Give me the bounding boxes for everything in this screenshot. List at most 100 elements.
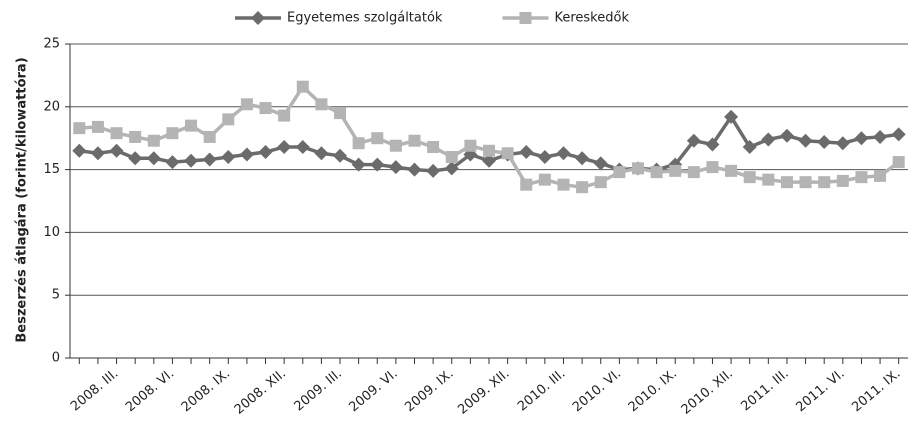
data-point	[203, 130, 216, 143]
data-point	[520, 178, 533, 191]
x-tick-label: 2008. IX.	[179, 366, 233, 415]
data-point	[351, 157, 366, 172]
data-point	[873, 129, 888, 144]
data-point	[259, 102, 272, 115]
data-point	[892, 156, 905, 169]
data-point	[631, 162, 644, 175]
data-point	[835, 136, 850, 151]
legend-label: Egyetemes szolgáltatók	[287, 11, 443, 26]
data-point	[407, 162, 422, 177]
x-tick-label: 2010. VI.	[570, 366, 624, 415]
data-point	[221, 150, 236, 165]
x-tick-label: 2009. IX.	[402, 366, 456, 415]
data-point	[185, 119, 198, 132]
data-point	[444, 161, 459, 176]
data-point	[594, 176, 607, 189]
data-point	[278, 109, 291, 122]
data-point	[146, 151, 161, 166]
data-point	[277, 139, 292, 154]
data-point	[482, 153, 496, 168]
data-point	[501, 147, 514, 160]
data-point	[762, 173, 775, 186]
x-tick-label: 2009. III.	[292, 366, 345, 414]
data-point	[464, 139, 477, 152]
data-point	[91, 120, 104, 133]
data-point	[483, 144, 495, 157]
data-point	[371, 132, 384, 145]
data-point	[650, 166, 663, 179]
x-tick-label: 2008. III.	[68, 366, 121, 414]
x-tick-label: 2009. VI.	[346, 366, 400, 415]
data-point	[761, 132, 776, 147]
x-tick-label: 2010. IX.	[626, 366, 680, 415]
y-tick-label: 25	[43, 37, 60, 52]
x-tick-label: 2008. VI.	[123, 366, 177, 415]
data-point	[742, 139, 757, 154]
data-point	[445, 151, 458, 164]
data-point	[855, 171, 868, 184]
data-point	[537, 150, 552, 165]
data-point	[798, 133, 813, 148]
y-tick-label: 0	[52, 351, 60, 366]
data-point	[836, 174, 849, 187]
y-axis-label: Beszerzés átlagára (forint/kilowattóra)	[15, 57, 30, 342]
data-point	[426, 163, 441, 178]
data-point	[427, 140, 440, 153]
data-point	[538, 173, 551, 186]
data-point	[202, 152, 217, 167]
x-tick-label: 2009. XII.	[455, 366, 512, 417]
x-tick-label: 2010. XII.	[679, 366, 736, 417]
data-point	[389, 139, 402, 152]
data-point	[799, 176, 812, 189]
data-point	[891, 127, 906, 142]
data-point	[519, 145, 534, 160]
data-point	[90, 146, 105, 161]
y-tick-label: 20	[43, 99, 60, 114]
data-point	[576, 181, 589, 194]
data-point	[222, 113, 235, 126]
y-tick-label: 10	[43, 225, 60, 240]
data-point	[295, 139, 310, 154]
data-point	[593, 156, 608, 171]
data-point	[147, 134, 160, 147]
data-point	[296, 80, 309, 93]
data-point	[687, 166, 700, 179]
x-tick-label: 2010. III.	[515, 366, 568, 414]
data-point	[129, 130, 142, 143]
y-tick-label: 15	[43, 162, 60, 177]
data-point	[73, 122, 86, 135]
legend-marker	[251, 11, 265, 25]
data-point	[239, 147, 254, 162]
data-point	[315, 98, 328, 111]
y-tick-label: 5	[52, 288, 60, 303]
data-point	[686, 133, 701, 148]
data-point	[110, 127, 123, 140]
data-point	[706, 161, 719, 174]
data-point	[779, 128, 794, 143]
data-point	[370, 157, 385, 172]
data-point	[669, 164, 682, 177]
x-tick-label: 2008. XII.	[232, 366, 289, 417]
data-point	[705, 137, 720, 152]
data-point	[72, 143, 87, 158]
x-tick-label: 2011. VI.	[793, 366, 847, 415]
data-point	[314, 146, 329, 161]
data-point	[724, 109, 739, 124]
legend-label: Kereskedők	[554, 11, 629, 26]
data-point	[780, 176, 793, 189]
data-point	[258, 145, 273, 160]
data-point	[575, 151, 590, 166]
legend-marker	[519, 12, 532, 24]
data-point	[556, 146, 571, 161]
data-point	[165, 155, 180, 170]
data-point	[240, 98, 253, 111]
data-point	[334, 107, 347, 120]
data-point	[557, 178, 570, 191]
data-point	[333, 148, 348, 163]
x-tick-label: 2011. III.	[738, 366, 791, 414]
data-point	[388, 160, 403, 175]
data-point	[352, 137, 365, 150]
data-point	[408, 134, 421, 147]
data-point	[109, 143, 124, 158]
data-point	[743, 171, 756, 184]
